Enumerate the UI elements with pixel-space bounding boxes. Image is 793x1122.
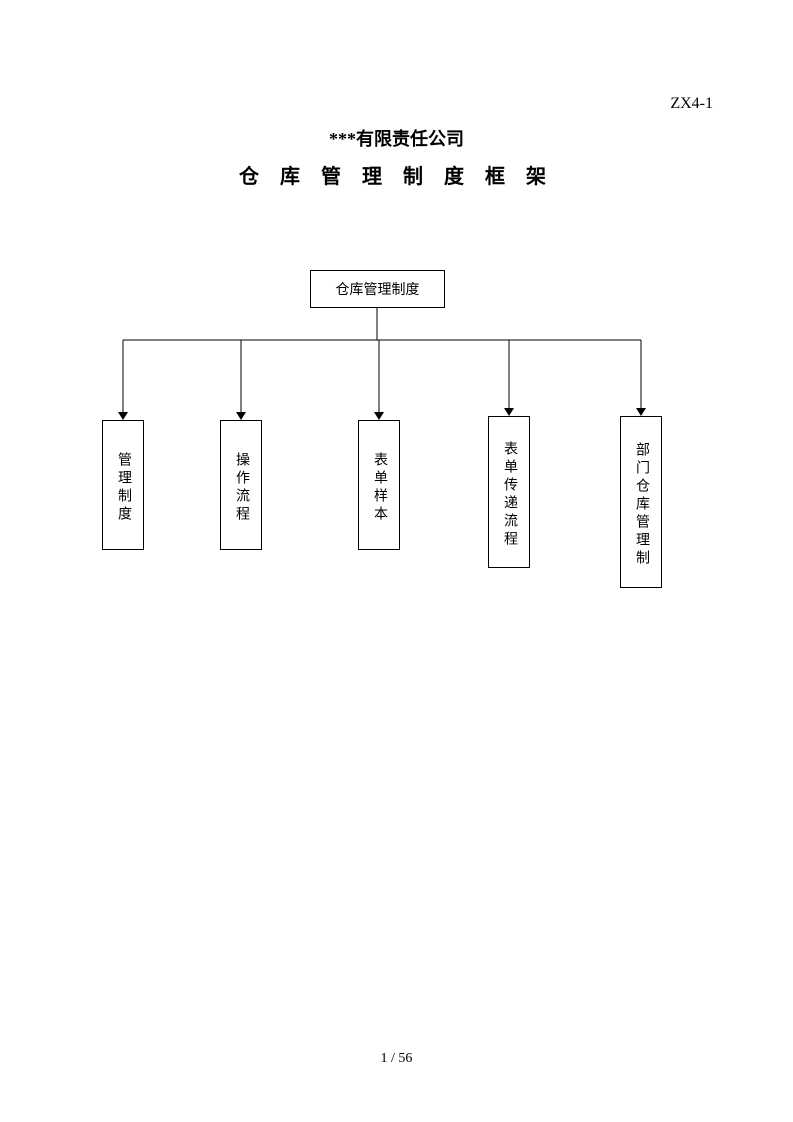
page-number: 1 / 56 [0,1051,793,1067]
org-tree-diagram: 仓库管理制度管理制度操作流程表单样本表单传递流程部门仓库管理制 [90,270,700,610]
document-title: 仓 库 管 理 制 度 框 架 [0,160,793,189]
header-code: ZX4-1 [670,95,713,113]
company-title: ***有限责任公司 [0,125,793,151]
tree-connectors [90,270,700,610]
